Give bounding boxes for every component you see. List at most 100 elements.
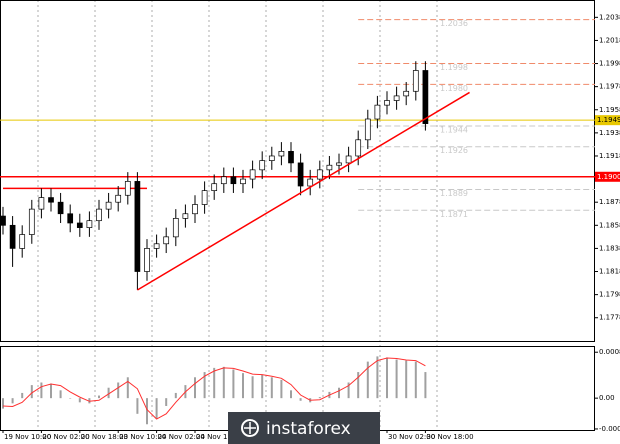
histogram-bar bbox=[98, 395, 100, 399]
y-tick-label: 1.1938 bbox=[599, 129, 620, 137]
y-tick-label: 1.1778 bbox=[599, 314, 620, 322]
candle-body bbox=[19, 234, 26, 249]
histogram-bar bbox=[165, 398, 168, 406]
y-tick-label: 1.1978 bbox=[599, 83, 620, 91]
candle-body bbox=[48, 197, 54, 203]
x-tick-label: 20 Nov 02:00 bbox=[42, 433, 89, 441]
histogram-bar bbox=[290, 390, 292, 399]
y-tick-label: 1.1878 bbox=[599, 198, 620, 206]
histogram-bar bbox=[242, 373, 244, 399]
candle-body bbox=[182, 213, 189, 219]
candle-body bbox=[268, 155, 275, 161]
candle-body bbox=[412, 70, 419, 92]
histogram-bar bbox=[203, 372, 206, 399]
x-tick-label: 30 Nov 18:00 bbox=[426, 433, 473, 441]
candle-body bbox=[96, 208, 102, 222]
histogram-bar bbox=[261, 374, 264, 399]
histogram-bar bbox=[136, 398, 139, 414]
histogram-bar bbox=[357, 372, 360, 399]
candle-body bbox=[288, 151, 294, 164]
candle-body bbox=[345, 155, 352, 164]
signal-line bbox=[2, 357, 426, 420]
candle-body bbox=[28, 208, 35, 235]
y-tick-label: 1.2038 bbox=[599, 13, 620, 21]
histogram-bar bbox=[40, 382, 43, 399]
histogram-bar bbox=[395, 359, 398, 399]
candle-body bbox=[144, 248, 150, 272]
histogram-bar bbox=[126, 377, 129, 399]
candle-body bbox=[259, 160, 266, 171]
y-tick-label: 1.1998 bbox=[599, 60, 620, 68]
histogram-bar bbox=[78, 398, 81, 403]
candle-body bbox=[201, 190, 208, 205]
histogram-bar bbox=[174, 392, 177, 399]
price-level-label: 1.1900 bbox=[597, 173, 620, 181]
histogram-bar bbox=[59, 390, 62, 399]
candle-body bbox=[86, 220, 93, 228]
y-tick-label: 1.1838 bbox=[599, 244, 620, 252]
candle-body bbox=[163, 236, 170, 245]
histogram-bar bbox=[50, 383, 52, 399]
candle-body bbox=[384, 100, 390, 106]
candle-body bbox=[307, 178, 314, 187]
histogram-bar bbox=[232, 369, 235, 399]
candle-body bbox=[374, 104, 381, 120]
candle-body bbox=[211, 183, 218, 191]
price-panel bbox=[0, 0, 595, 342]
candle-body bbox=[355, 139, 362, 157]
candle-body bbox=[67, 213, 74, 224]
candle-body bbox=[220, 176, 227, 185]
histogram-bar bbox=[386, 357, 388, 399]
candle-body bbox=[336, 162, 342, 166]
vertical-grid bbox=[37, 0, 438, 430]
y-tick-label: 1.1918 bbox=[599, 152, 620, 160]
histogram-bar bbox=[222, 366, 225, 399]
candle-body bbox=[153, 243, 160, 249]
histogram-bar bbox=[270, 377, 273, 399]
candle-body bbox=[124, 181, 131, 196]
price-level-box bbox=[595, 115, 620, 126]
candle-body bbox=[316, 169, 323, 180]
histogram-bar bbox=[280, 379, 283, 399]
candle-body bbox=[0, 215, 6, 226]
histogram-bar bbox=[347, 382, 350, 399]
candle-body bbox=[240, 178, 246, 185]
y2-tick-label: -0.00059 bbox=[599, 425, 620, 433]
fib-label: 1.1944 bbox=[440, 125, 468, 134]
trendline bbox=[137, 91, 470, 291]
candle-body bbox=[393, 95, 400, 101]
histogram-bar bbox=[213, 367, 216, 399]
candle-body bbox=[364, 118, 371, 141]
candle-body bbox=[326, 164, 333, 171]
fib-label: 1.1980 bbox=[440, 84, 468, 93]
histogram-bar bbox=[117, 382, 120, 399]
histogram-bar bbox=[376, 356, 379, 399]
histogram-bar bbox=[414, 361, 417, 399]
histogram-bar bbox=[366, 361, 369, 399]
candle-body bbox=[403, 90, 410, 97]
histogram-bar bbox=[424, 372, 427, 399]
x-tick-label: 20 Nov 18:00 bbox=[81, 433, 128, 441]
candle-body bbox=[422, 70, 429, 124]
y-tick-label: 1.2018 bbox=[599, 36, 620, 44]
histogram-bar bbox=[194, 377, 196, 399]
x-tick-label: 23 Nov 10:00 bbox=[119, 433, 166, 441]
fib-label: 1.1926 bbox=[440, 146, 468, 155]
x-tick-label: 19 Nov 10:00 bbox=[4, 433, 51, 441]
candle-body bbox=[249, 169, 256, 180]
candle-body bbox=[105, 201, 112, 210]
candle-body bbox=[172, 218, 179, 238]
candle-body bbox=[230, 176, 237, 185]
x-tick-label: 24 Nov 18:00 bbox=[196, 433, 243, 441]
candle-body bbox=[192, 204, 198, 215]
x-tick-label: 30 Nov 02:00 bbox=[388, 433, 435, 441]
histogram-bar bbox=[405, 360, 408, 399]
candle-body bbox=[76, 222, 83, 228]
histogram-bar bbox=[318, 397, 321, 399]
fib-label: 1.2036 bbox=[440, 19, 468, 28]
candle-body bbox=[9, 224, 16, 249]
candle-body bbox=[134, 181, 141, 272]
histogram-bar bbox=[21, 392, 24, 399]
candle-body bbox=[38, 197, 45, 210]
